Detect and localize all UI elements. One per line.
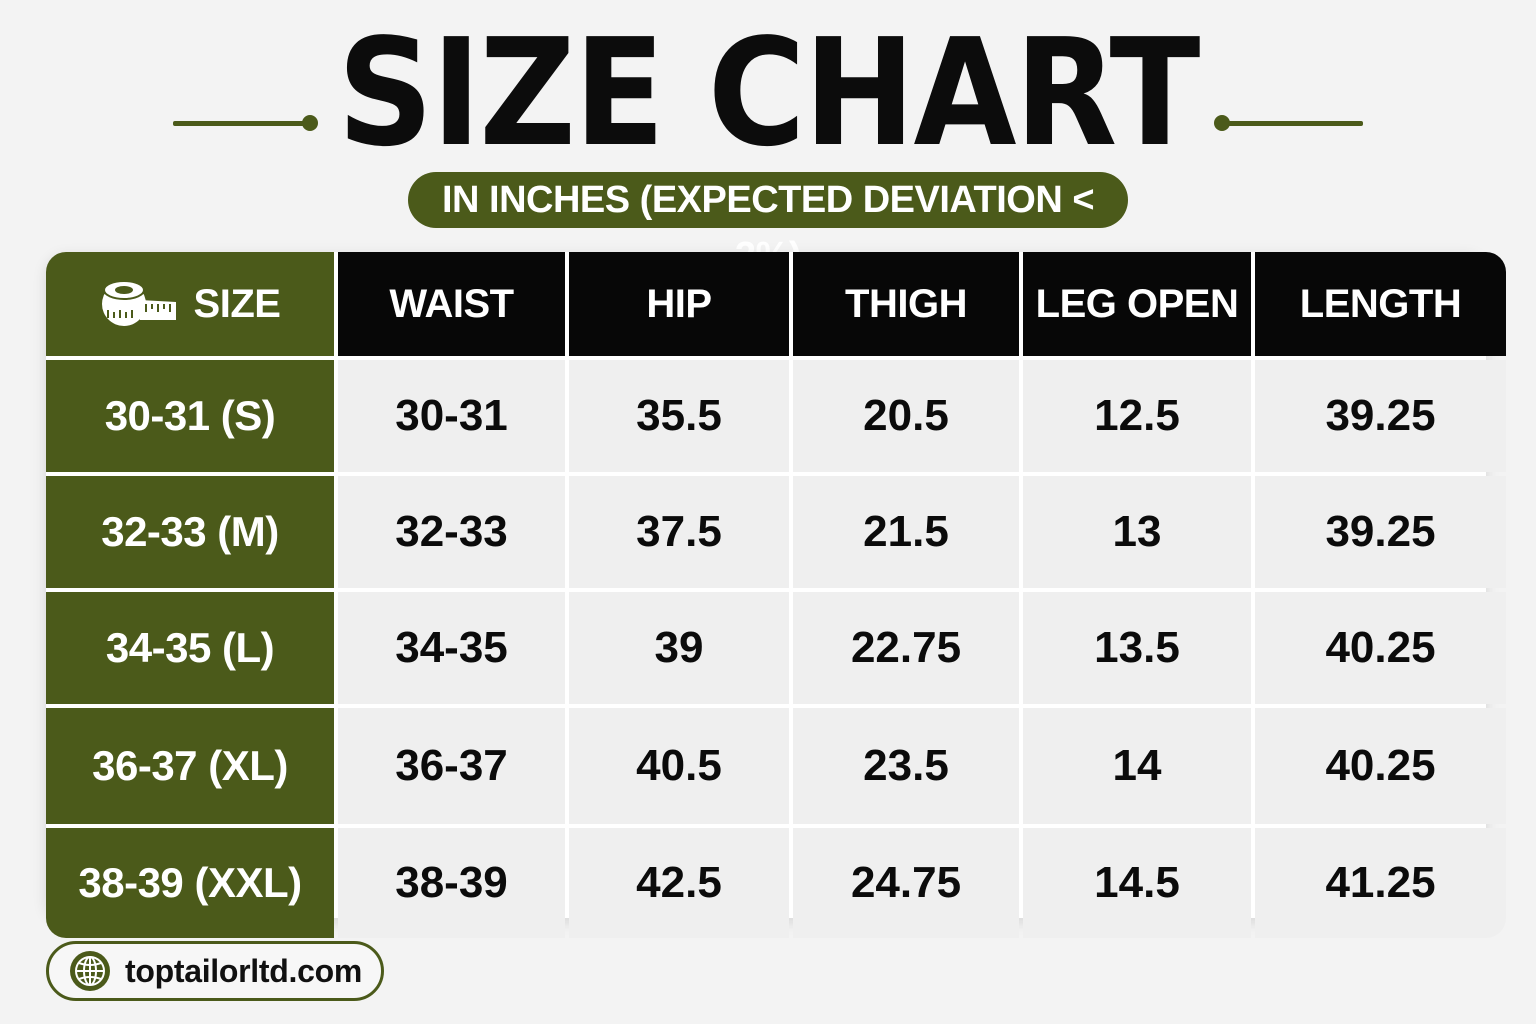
title-area: SIZE CHART bbox=[0, 18, 1536, 168]
website-link[interactable]: toptailorltd.com bbox=[125, 952, 362, 989]
cell-leg-open: 12.5 bbox=[1023, 360, 1251, 472]
cell-thigh: 23.5 bbox=[793, 708, 1019, 824]
cell-waist: 38-39 bbox=[338, 828, 565, 938]
header-thigh: THIGH bbox=[793, 252, 1019, 356]
measuring-tape-icon bbox=[101, 280, 176, 326]
header-size: SIZE bbox=[46, 252, 334, 356]
size-table-card: SIZE WAIST HIP THIGH LEG OPEN LENGTH 30-… bbox=[46, 252, 1506, 938]
cell-hip: 35.5 bbox=[569, 360, 789, 472]
cell-waist: 32-33 bbox=[338, 476, 565, 588]
cell-length: 40.25 bbox=[1255, 708, 1506, 824]
header-leg-open: LEG OPEN bbox=[1023, 252, 1251, 356]
header-waist: WAIST bbox=[338, 252, 565, 356]
page-title: SIZE CHART bbox=[337, 7, 1200, 179]
cell-leg-open: 13.5 bbox=[1023, 592, 1251, 704]
cell-length: 41.25 bbox=[1255, 828, 1506, 938]
cell-waist: 36-37 bbox=[338, 708, 565, 824]
globe-icon bbox=[70, 951, 110, 991]
cell-thigh: 24.75 bbox=[793, 828, 1019, 938]
cell-thigh: 22.75 bbox=[793, 592, 1019, 704]
cell-length: 40.25 bbox=[1255, 592, 1506, 704]
cell-hip: 39 bbox=[569, 592, 789, 704]
cell-leg-open: 13 bbox=[1023, 476, 1251, 588]
cell-length: 39.25 bbox=[1255, 476, 1506, 588]
row-size-label: 32-33 (M) bbox=[46, 476, 334, 588]
cell-hip: 42.5 bbox=[569, 828, 789, 938]
header-size-label: SIZE bbox=[193, 281, 281, 326]
website-badge[interactable]: toptailorltd.com bbox=[46, 941, 384, 1001]
cell-hip: 40.5 bbox=[569, 708, 789, 824]
cell-hip: 37.5 bbox=[569, 476, 789, 588]
row-size-label: 36-37 (XL) bbox=[46, 708, 334, 824]
row-size-label: 30-31 (S) bbox=[46, 360, 334, 472]
title-decoration-line-right bbox=[1222, 121, 1363, 126]
header-hip: HIP bbox=[569, 252, 789, 356]
title-decoration-line-left bbox=[173, 121, 311, 126]
cell-thigh: 21.5 bbox=[793, 476, 1019, 588]
title-decoration-dot-left bbox=[302, 115, 318, 131]
header-length: LENGTH bbox=[1255, 252, 1506, 356]
cell-waist: 34-35 bbox=[338, 592, 565, 704]
size-table: SIZE WAIST HIP THIGH LEG OPEN LENGTH 30-… bbox=[46, 252, 1506, 938]
cell-length: 39.25 bbox=[1255, 360, 1506, 472]
row-size-label: 38-39 (XXL) bbox=[46, 828, 334, 938]
cell-leg-open: 14.5 bbox=[1023, 828, 1251, 938]
row-size-label: 34-35 (L) bbox=[46, 592, 334, 704]
cell-leg-open: 14 bbox=[1023, 708, 1251, 824]
cell-waist: 30-31 bbox=[338, 360, 565, 472]
cell-thigh: 20.5 bbox=[793, 360, 1019, 472]
subtitle-badge: IN INCHES (EXPECTED DEVIATION < 3%) bbox=[408, 172, 1128, 277]
